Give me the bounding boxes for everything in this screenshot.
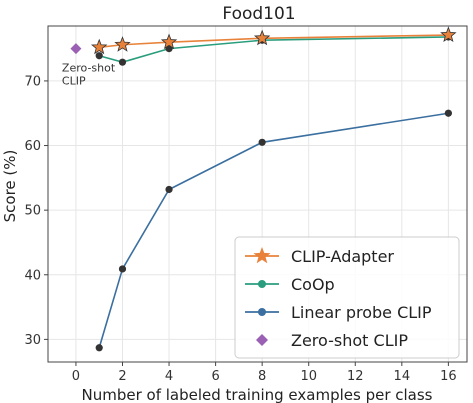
legend-box: [234, 236, 460, 359]
data-point-coop: [118, 58, 127, 66]
legend-label: CLIP-Adapter: [291, 247, 394, 266]
data-point-clip-adapter: [91, 38, 108, 55]
y-tick-label: 70: [24, 74, 41, 89]
x-tick-label: 2: [118, 369, 126, 384]
series: [70, 26, 457, 352]
x-tick-label: 4: [165, 369, 173, 384]
y-tick-label: 30: [24, 333, 41, 348]
x-tick-label: 10: [300, 369, 317, 384]
y-axis: 30 40 50 60 70: [24, 74, 48, 348]
annotations: Zero-shot CLIP: [62, 62, 116, 88]
plot-frame: [47, 25, 468, 363]
data-point-linear-probe-clip: [95, 344, 103, 352]
chart-title: Food101: [222, 4, 295, 24]
x-tick-label: 0: [72, 369, 80, 384]
legend-marker: [258, 308, 266, 316]
series-zero-shot-clip: [70, 43, 82, 55]
legend: CLIP-Adapter CoOp Linear probe CLIP Zero-sh…: [234, 236, 460, 359]
legend-marker: [258, 280, 266, 288]
y-tick-label: 50: [24, 204, 41, 219]
data-point-linear-probe-clip: [118, 265, 127, 273]
legend-label: Linear probe CLIP: [291, 303, 432, 322]
data-point-clip-adapter: [253, 29, 271, 46]
y-tick-label: 60: [24, 139, 41, 154]
x-tick-label: 8: [258, 369, 266, 384]
y-tick-label: 40: [24, 268, 41, 283]
legend-label: Zero-shot CLIP: [291, 331, 408, 350]
legend-label: CoOp: [291, 275, 335, 294]
legend-item-zero-shot-clip: Zero-shot CLIP: [256, 331, 408, 350]
legend-item-coop: CoOp: [245, 275, 335, 294]
x-axis-title: Number of labeled training examples per …: [82, 386, 433, 403]
x-axis: 0 2 4 6 8 10 12 14 16: [72, 362, 457, 384]
legend-item-clip-adapter: CLIP-Adapter: [245, 247, 394, 266]
series-linear-probe-clip: [95, 109, 452, 352]
annotation-zero-shot: Zero-shot CLIP: [62, 62, 116, 88]
data-point-linear-probe-clip: [165, 185, 173, 194]
legend-marker: [256, 334, 268, 346]
plot-border: [47, 25, 468, 363]
data-point-zero-shot-clip: [70, 43, 82, 55]
data-point-clip-adapter: [114, 36, 131, 52]
x-tick-label: 14: [394, 369, 411, 384]
data-point-linear-probe-clip: [444, 109, 452, 117]
data-point-coop: [95, 52, 103, 60]
y-axis-title: Score (%): [1, 150, 19, 223]
legend-item-linear-probe-clip: Linear probe CLIP: [245, 303, 432, 322]
data-point-clip-adapter: [440, 26, 457, 43]
data-point-linear-probe-clip: [258, 138, 266, 146]
series-clip-adapter: [91, 26, 457, 55]
data-point-clip-adapter: [160, 33, 178, 50]
x-tick-label: 16: [440, 369, 457, 384]
x-tick-label: 12: [347, 369, 364, 384]
x-tick-label: 6: [211, 369, 219, 384]
legend-marker: [253, 247, 271, 264]
